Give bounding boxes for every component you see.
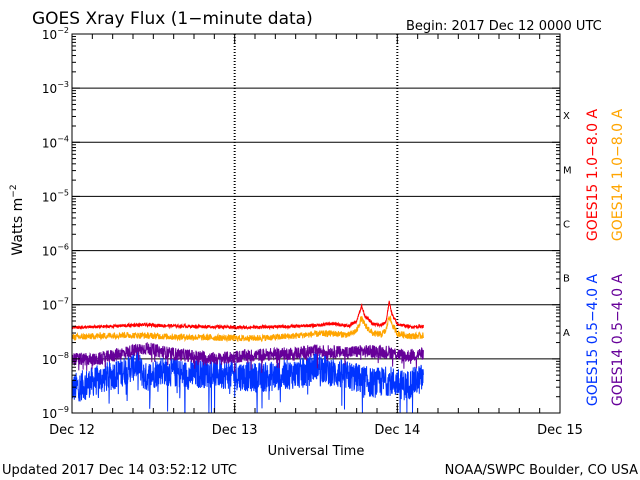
svg-text:Watts m−2: Watts m−2 <box>9 184 26 255</box>
y-tick-label-exponent: −4 <box>57 134 69 143</box>
y-tick-label: 10−4 <box>42 134 69 150</box>
y-tick-label-base: 10 <box>42 82 57 96</box>
flare-class-label: A <box>563 328 570 339</box>
y-tick-label-base: 10 <box>42 28 57 42</box>
y-tick-label-exponent: −8 <box>57 351 69 360</box>
x-axis-label: Universal Time <box>268 444 365 459</box>
legend-entry: GOES14 0.5−4.0 A <box>610 274 626 407</box>
grid <box>72 34 560 413</box>
y-tick-label-base: 10 <box>42 353 57 367</box>
y-tick-label-exponent: −3 <box>57 80 69 89</box>
series-line <box>71 350 424 414</box>
y-tick-label-base: 10 <box>42 407 57 421</box>
legend-entry: GOES14 1.0−8.0 A <box>610 109 626 242</box>
y-tick-label: 10−8 <box>42 351 69 367</box>
legend-entry: GOES15 1.0−8.0 A <box>585 109 601 242</box>
flare-class-label: C <box>563 220 570 231</box>
series-line <box>71 315 424 343</box>
y-axis-label-exponent: −2 <box>9 184 19 197</box>
y-tick-label: 10−5 <box>42 188 69 204</box>
series-line <box>71 300 424 331</box>
legend: GOES15 1.0−8.0 A GOES14 1.0−8.0 A GOES15 0… <box>585 109 626 407</box>
flare-class-labels: A B C M X <box>563 111 572 339</box>
y-tick-label-base: 10 <box>42 299 57 313</box>
chart-title: GOES Xray Flux (1−minute data) <box>32 9 313 29</box>
y-tick-label-base: 10 <box>42 245 57 259</box>
x-axis: Dec 12 Dec 13 Dec 14 Dec 15 <box>49 34 583 438</box>
flare-class-label: B <box>563 274 570 285</box>
y-tick-label: 10−2 <box>42 26 69 42</box>
y-axis-label: Watts m−2 <box>9 184 26 255</box>
y-axis: 10−910−810−710−610−510−410−310−2 <box>42 26 560 421</box>
x-tick-label: Dec 12 <box>49 423 95 438</box>
y-tick-label: 10−6 <box>42 243 69 259</box>
y-tick-label: 10−7 <box>42 297 69 313</box>
x-tick-label: Dec 15 <box>537 423 583 438</box>
y-tick-label-exponent: −7 <box>57 297 69 306</box>
y-axis-label-base: Watts m <box>10 198 26 256</box>
y-tick-label-base: 10 <box>42 190 57 204</box>
flare-class-label: M <box>563 165 572 176</box>
series-line <box>71 342 424 373</box>
footer-source: NOAA/SWPC Boulder, CO USA <box>445 463 638 478</box>
legend-entry: GOES15 0.5−4.0 A <box>585 274 601 407</box>
y-tick-label-exponent: −9 <box>57 405 69 414</box>
series <box>71 300 424 414</box>
y-tick-label-exponent: −2 <box>57 26 69 35</box>
x-tick-label: Dec 14 <box>374 423 420 438</box>
footer-updated: Updated 2017 Dec 14 03:52:12 UTC <box>2 463 237 478</box>
y-tick-label-exponent: −6 <box>57 243 69 252</box>
y-tick-label: 10−9 <box>42 405 69 421</box>
flare-class-label: X <box>563 111 570 122</box>
y-tick-label-base: 10 <box>42 136 57 150</box>
x-tick-label: Dec 13 <box>212 423 258 438</box>
y-tick-label-exponent: −5 <box>57 188 69 197</box>
y-tick-label: 10−3 <box>42 80 69 96</box>
begin-label: Begin: 2017 Dec 12 0000 UTC <box>406 19 602 34</box>
